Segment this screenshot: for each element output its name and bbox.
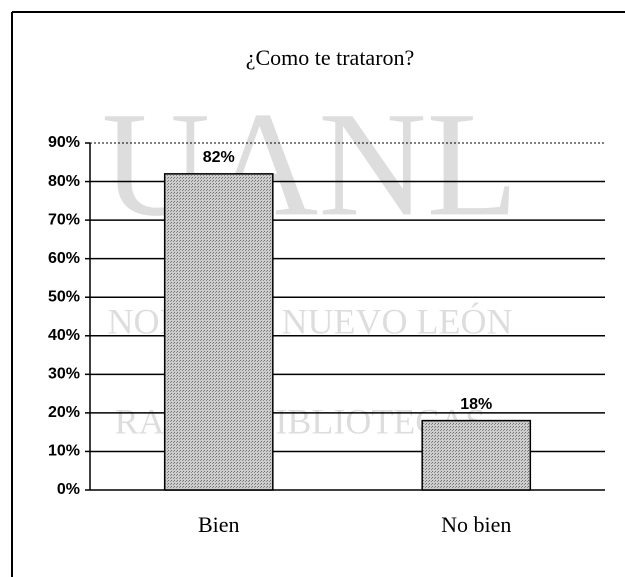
- y-tick-label: 90%: [48, 134, 80, 151]
- x-tick-label: No bien: [441, 512, 511, 537]
- y-tick-label: 40%: [48, 327, 80, 344]
- y-tick-label: 80%: [48, 173, 80, 190]
- y-tick-label: 10%: [48, 443, 80, 460]
- y-tick-label: 30%: [48, 366, 80, 383]
- bar-texture: [423, 421, 530, 489]
- y-tick-label: 70%: [48, 211, 80, 228]
- data-label: 82%: [203, 149, 235, 166]
- data-label: 18%: [460, 396, 492, 413]
- y-tick-label: 0%: [57, 481, 80, 498]
- y-tick-label: 50%: [48, 288, 80, 305]
- chart-title: ¿Como te trataron?: [246, 45, 415, 70]
- y-tick-label: 60%: [48, 250, 80, 267]
- x-tick-label: Bien: [198, 512, 240, 537]
- bar-texture: [165, 174, 272, 489]
- y-tick-label: 20%: [48, 404, 80, 421]
